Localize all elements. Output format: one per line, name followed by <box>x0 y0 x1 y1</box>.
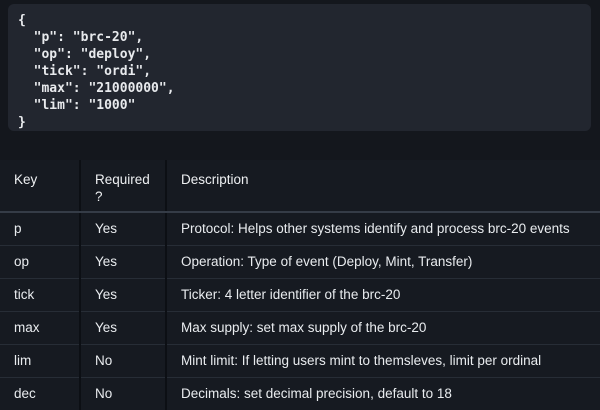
code-line: "p": "brc-20", <box>18 30 144 45</box>
code-line: "max": "21000000", <box>18 81 175 96</box>
table-row: p Yes Protocol: Helps other systems iden… <box>0 212 600 245</box>
cell-key: tick <box>0 277 81 311</box>
cell-required: Yes <box>80 244 167 278</box>
cell-required: No <box>80 343 167 377</box>
cell-description: Decimals: set decimal precision, default… <box>166 376 600 410</box>
cell-description: Mint limit: If letting users mint to the… <box>166 343 600 377</box>
table-header-row: Key Required ? Description <box>0 160 600 213</box>
code-line: "op": "deploy", <box>18 47 152 62</box>
table-row: dec No Decimals: set decimal precision, … <box>0 376 600 410</box>
code-line: "tick": "ordi", <box>18 64 152 79</box>
cell-required: Yes <box>80 277 167 311</box>
brc20-fields-table: Key Required ? Description p Yes Protoco… <box>0 160 600 410</box>
table-row: max Yes Max supply: set max supply of th… <box>0 310 600 344</box>
cell-required: Yes <box>80 212 167 245</box>
code-line: { <box>18 13 26 28</box>
table-row: lim No Mint limit: If letting users mint… <box>0 343 600 377</box>
column-header-key: Key <box>0 160 81 213</box>
table-row: tick Yes Ticker: 4 letter identifier of … <box>0 277 600 311</box>
code-line: "lim": "1000" <box>18 98 136 113</box>
cell-key: p <box>0 212 81 245</box>
table-row: op Yes Operation: Type of event (Deploy,… <box>0 244 600 278</box>
column-header-required: Required ? <box>80 160 167 213</box>
cell-key: max <box>0 310 81 344</box>
cell-description: Operation: Type of event (Deploy, Mint, … <box>166 244 600 278</box>
cell-key: dec <box>0 376 81 410</box>
code-line: } <box>18 115 26 130</box>
cell-description: Ticker: 4 letter identifier of the brc-2… <box>166 277 600 311</box>
cell-key: lim <box>0 343 81 377</box>
cell-key: op <box>0 244 81 278</box>
cell-required: No <box>80 376 167 410</box>
json-code-block: { "p": "brc-20", "op": "deploy", "tick":… <box>8 4 591 131</box>
cell-description: Protocol: Helps other systems identify a… <box>181 220 570 236</box>
column-header-description: Description <box>166 160 600 213</box>
cell-description: Max supply: set max supply of the brc-20 <box>166 310 600 344</box>
cell-required: Yes <box>80 310 167 344</box>
